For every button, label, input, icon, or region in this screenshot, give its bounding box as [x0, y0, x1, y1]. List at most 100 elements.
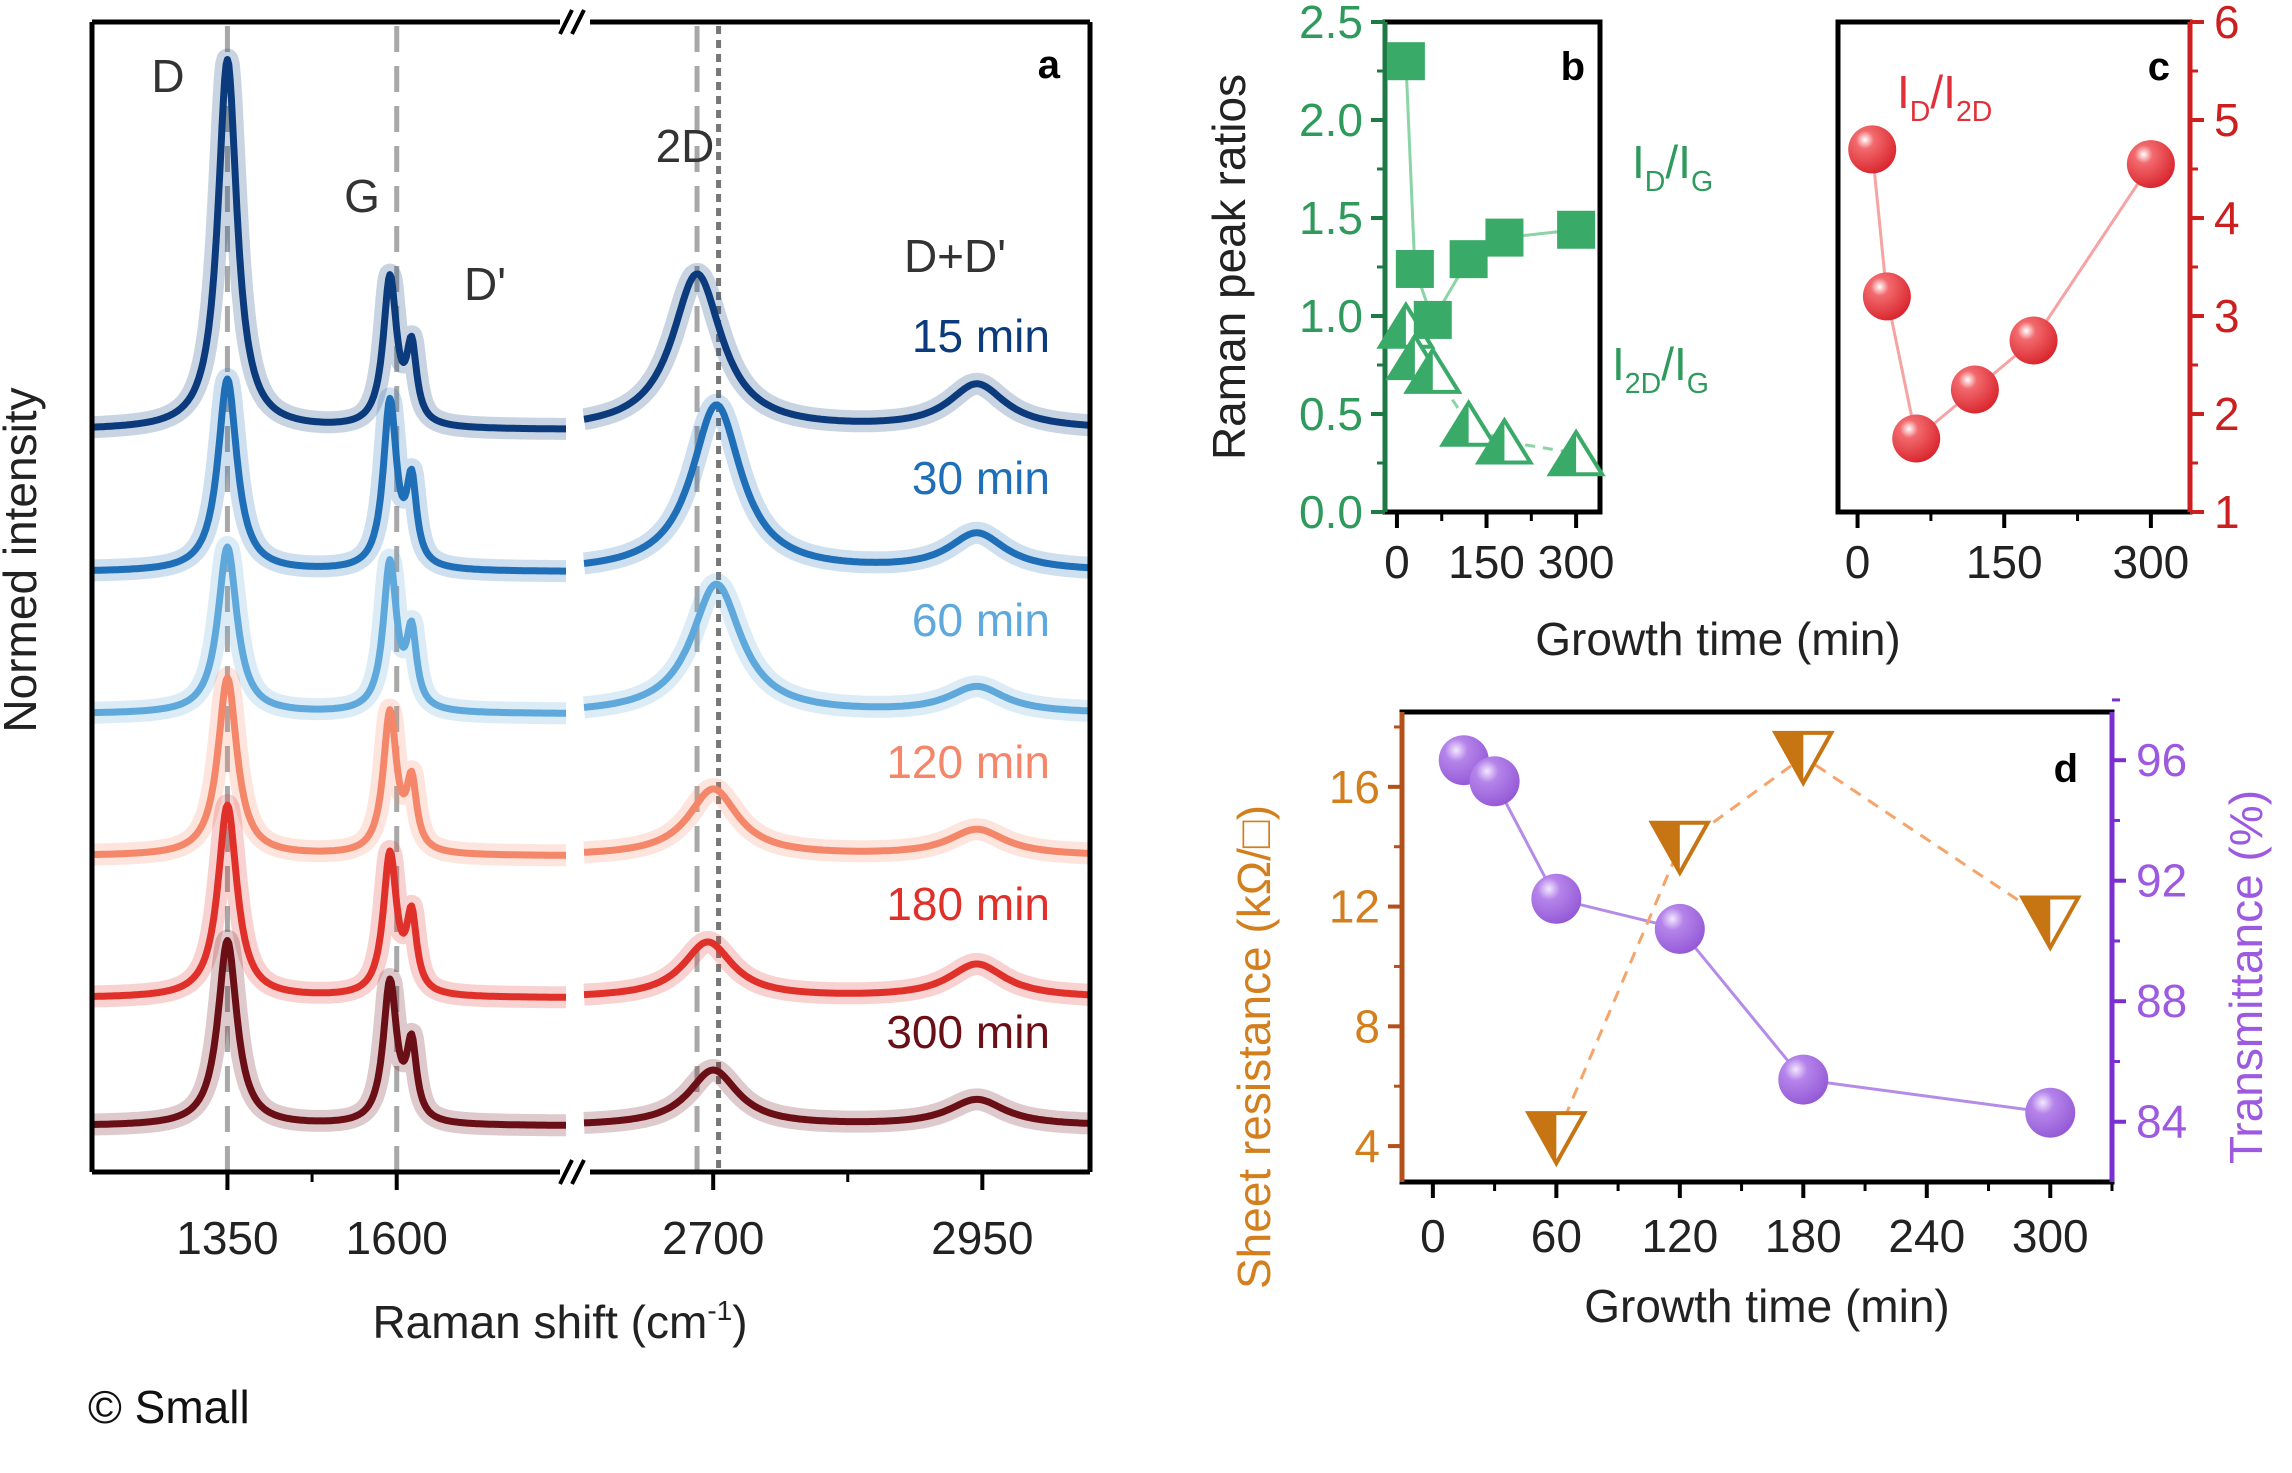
series-label: 120 min: [886, 736, 1050, 788]
marker-id-ig: [1485, 218, 1524, 257]
peak-labels: D G D' 2D D+D': [151, 50, 1006, 310]
spectrum-data-points: [92, 48, 576, 440]
marker-id-ig: [1413, 300, 1452, 339]
x-tick-label: 300: [2113, 536, 2190, 588]
x-tick-label: 150: [1966, 536, 2043, 588]
marker-id-i2d: [2009, 316, 2058, 365]
panel-a: 1350 1600 2700 2950 D G D' 2D D+D' 15 min 30 min…: [0, 9, 1093, 1348]
spectrum-data-points: [92, 794, 576, 1009]
y-tick-label: 0.0: [1299, 486, 1363, 538]
marker-i2d-ig-fill: [1478, 420, 1505, 463]
series-label: 15 min: [912, 310, 1050, 362]
y-tick-label: 3: [2214, 290, 2240, 342]
spectrum-60-min: [92, 536, 1090, 725]
spectrum-fit-line: [92, 674, 569, 859]
x-tick-label: 0: [1845, 536, 1871, 588]
y-tick-label: 1.0: [1299, 290, 1363, 342]
y-tick-label: 2.5: [1299, 0, 1363, 48]
spectrum-data-points: [92, 929, 576, 1137]
spectrum-fit-line: [92, 375, 569, 575]
x-tick-label: 2950: [931, 1212, 1033, 1264]
marker-id-i2d: [1862, 272, 1911, 321]
spectrum-15-min: [92, 48, 1090, 440]
marker-i2d-ig-fill: [1379, 304, 1406, 347]
y-tick-label-right: 84: [2136, 1096, 2187, 1148]
spectrum-fit-line: [92, 56, 569, 433]
marker-transmittance: [1654, 903, 1705, 954]
marker-id-i2d: [1950, 365, 1999, 414]
series-line-id-i2d: [1870, 149, 2153, 442]
series-label-i2d-ig: I2D/IG: [1612, 338, 1709, 400]
y-tick-label: 4: [2214, 192, 2240, 244]
spectra-series: [92, 48, 1090, 1137]
x-tick-label: 1600: [346, 1212, 448, 1264]
series-label-id-ig: ID/IG: [1632, 136, 1713, 198]
marker-sheet-resistance-fill: [1651, 822, 1680, 873]
y-tick-label-left: 4: [1354, 1120, 1380, 1172]
peak-label: D: [151, 50, 184, 102]
panel-letter-d: d: [2054, 747, 2078, 791]
marker-id-ig: [1395, 249, 1434, 288]
spectrum-fit-line: [582, 785, 1090, 857]
peak-label: D': [464, 258, 506, 310]
series-label: 60 min: [912, 594, 1050, 646]
axis-break-mark: [558, 1159, 574, 1185]
y-tick-label: 5: [2214, 94, 2240, 146]
y-tick-label: 0.5: [1299, 388, 1363, 440]
spectrum-300-min: [92, 929, 1090, 1137]
x-tick-label: 240: [1888, 1210, 1965, 1262]
marker-transmittance: [1531, 873, 1582, 924]
marker-i2d-ig-fill: [1550, 432, 1577, 475]
series-label: 30 min: [912, 452, 1050, 504]
spectrum-fit-line: [582, 1066, 1090, 1127]
panel-letter-b: b: [1561, 45, 1585, 89]
axis-break-mark: [570, 9, 586, 35]
panel-letter-a: a: [1038, 43, 1061, 87]
panel-b: 0.0 0.5 1.0 1.5 2.0 2.5 0 150 300 Raman peak rati…: [1203, 0, 1713, 588]
y-axis-label: Normed intensity: [0, 387, 46, 732]
y-tick-label-left: 16: [1329, 761, 1380, 813]
marker-id-ig: [1386, 42, 1425, 81]
peak-label: D+D': [904, 230, 1006, 282]
x-tick-label: 60: [1531, 1210, 1582, 1262]
marker-i2d-ig-fill: [1442, 402, 1469, 445]
spectrum-180-min: [92, 794, 1090, 1009]
marker-id-i2d: [1892, 414, 1941, 463]
peak-label: G: [344, 170, 380, 222]
marker-transmittance: [2025, 1087, 2076, 1138]
panel-a-frame: [89, 9, 1093, 1185]
panel-c: 1 2 3 4 5 6 0 150 300 c ID/I2D: [1835, 0, 2240, 588]
axis-break-mark: [570, 1159, 586, 1185]
y-tick-label: 1.5: [1299, 192, 1363, 244]
copyright: © Small: [88, 1381, 250, 1433]
x-axis-label: Growth time (min): [1584, 1280, 1949, 1332]
y-axis-label-left: Sheet resistance (kΩ/□): [1228, 805, 1280, 1289]
y-tick-label-left: 12: [1329, 881, 1380, 933]
series-label-id-i2d: ID/I2D: [1897, 66, 1992, 128]
marker-transmittance: [1469, 756, 1520, 807]
series-line-sheet-resistance: [1554, 755, 2052, 1138]
x-axis-label: Raman shift (cm-1): [372, 1295, 747, 1348]
panel-letter-c: c: [2148, 45, 2170, 89]
spectrum-30-min: [92, 368, 1090, 583]
y-tick-label-right: 96: [2136, 734, 2187, 786]
peak-label: 2D: [656, 120, 715, 172]
series-line-transmittance: [1462, 758, 2051, 1115]
spectrum-fit-line: [92, 937, 569, 1129]
spectrum-data-points: [575, 931, 1090, 1006]
y-tick-label: 6: [2214, 0, 2240, 48]
x-ticks: 1350 1600 2700 2950: [176, 1172, 1034, 1264]
series-labels: 15 min 30 min 60 min 120 min 180 min 300 min: [886, 310, 1050, 1058]
spectrum-fit-line: [582, 270, 1090, 429]
marker-id-ig: [1449, 240, 1488, 279]
x-tick-label: 0: [1420, 1210, 1446, 1262]
y-axis-label: Raman peak ratios: [1203, 74, 1255, 460]
spectrum-fit-line: [92, 801, 569, 1001]
spectrum-120-min: [92, 666, 1090, 867]
marker-i2d-ig-fill: [1406, 349, 1433, 392]
bc-x-axis-label: Growth time (min): [1535, 613, 1900, 665]
x-tick-label: 1350: [176, 1212, 278, 1264]
x-tick-label: 150: [1448, 536, 1525, 588]
x-tick-label: 180: [1765, 1210, 1842, 1262]
